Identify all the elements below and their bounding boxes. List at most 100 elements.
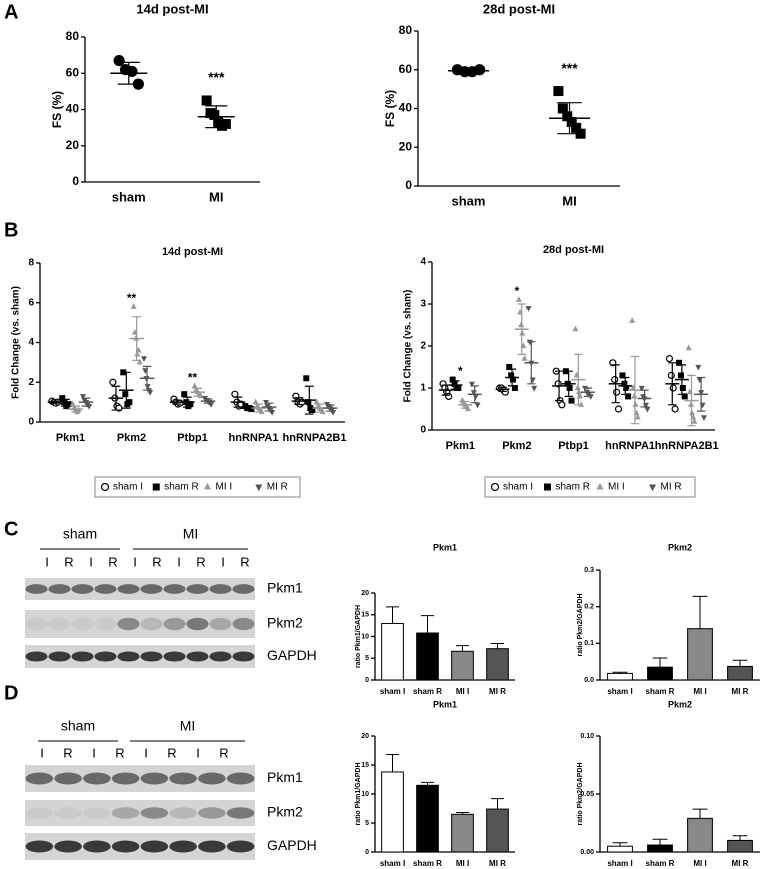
y-tick-label: 20 xyxy=(361,733,369,740)
x-tick-label: hnRNPA2B1 xyxy=(283,432,347,444)
lane-label: R xyxy=(115,745,124,760)
data-point xyxy=(566,385,573,391)
x-tick-label: Ptbp1 xyxy=(177,432,208,444)
y-tick-label: 2 xyxy=(420,341,426,352)
data-point xyxy=(309,407,316,414)
data-point xyxy=(691,418,698,424)
data-point xyxy=(619,372,626,379)
panel-label: D xyxy=(4,682,18,704)
bar xyxy=(451,813,474,853)
lane-label: I xyxy=(221,554,225,569)
data-point xyxy=(669,384,677,392)
lane-label: I xyxy=(144,745,148,760)
group-label: MI xyxy=(180,718,196,734)
y-axis-label: Fold Change (vs. sham) xyxy=(403,290,414,403)
error-bar xyxy=(557,102,582,135)
data-point xyxy=(621,380,628,387)
error-bar xyxy=(385,606,400,624)
blot-band xyxy=(186,651,209,662)
data-point xyxy=(671,405,679,413)
error-bar xyxy=(304,385,314,415)
data-point xyxy=(152,483,160,491)
error-bar xyxy=(692,595,708,629)
bar xyxy=(381,622,404,681)
y-tick-label: 0 xyxy=(365,849,369,856)
blot-band xyxy=(163,651,186,662)
error-bar xyxy=(254,403,264,413)
x-tick-label: MI I xyxy=(456,859,469,868)
bar xyxy=(647,666,673,681)
y-tick-label: 40 xyxy=(399,101,413,115)
lane-label: I xyxy=(133,554,137,569)
x-tick-label: sham I xyxy=(380,859,405,868)
y-tick-label: 0.05 xyxy=(580,791,594,798)
lane-label: I xyxy=(45,554,49,569)
blot-band xyxy=(140,584,163,594)
data-point xyxy=(568,397,575,404)
error-bar xyxy=(630,355,640,425)
chart-title: 28d post-MI xyxy=(483,1,555,16)
bar xyxy=(451,650,474,681)
blot-band xyxy=(232,617,255,631)
y-tick-label: 4 xyxy=(420,257,426,268)
y-tick-label: 0 xyxy=(420,425,426,436)
blot-band xyxy=(111,807,140,819)
blot-band xyxy=(209,651,232,662)
blot-band xyxy=(48,617,71,631)
data-point xyxy=(506,364,513,370)
data-point xyxy=(197,392,204,399)
error-bar xyxy=(455,645,470,652)
data-point xyxy=(134,350,141,357)
blot-band xyxy=(226,772,255,785)
annotation: ** xyxy=(188,370,198,384)
lane-label: R xyxy=(196,554,205,569)
error-bar xyxy=(564,370,573,397)
data-point xyxy=(181,391,188,398)
y-tick-label: 20 xyxy=(399,139,413,153)
legend-label: MI I xyxy=(608,482,625,493)
x-tick-label: sham R xyxy=(413,859,442,868)
bar xyxy=(687,628,713,681)
x-tick-label: MI I xyxy=(693,687,706,696)
bar xyxy=(416,784,439,853)
blot-band xyxy=(140,617,163,631)
bar xyxy=(381,771,404,853)
annotation: *** xyxy=(208,69,225,85)
data-point xyxy=(209,109,220,120)
blot-band xyxy=(169,840,197,853)
x-tick-label: MI R xyxy=(732,687,749,696)
blot-band xyxy=(209,617,232,631)
data-point xyxy=(531,385,538,392)
legend-label: MI I xyxy=(216,482,233,493)
blot-band xyxy=(198,840,226,853)
data-point xyxy=(544,483,551,491)
band-label: Pkm2 xyxy=(267,615,303,631)
blot-band xyxy=(198,772,226,785)
blot-band xyxy=(71,651,94,662)
error-bar xyxy=(172,399,182,405)
error-bar xyxy=(621,376,630,395)
band-label: Pkm2 xyxy=(267,804,303,820)
blot-band xyxy=(140,772,169,785)
data-point xyxy=(510,376,517,383)
x-tick-label: MI R xyxy=(489,687,506,696)
error-bar xyxy=(732,835,748,841)
blot-band xyxy=(54,840,82,853)
blot-band xyxy=(140,807,169,819)
x-tick-label: hnRNPA2B1 xyxy=(655,440,719,452)
y-axis-label: FS (%) xyxy=(383,90,397,127)
data-point xyxy=(623,385,630,391)
blot-band xyxy=(163,584,186,594)
y-tick-label: 20 xyxy=(66,138,80,152)
data-point xyxy=(665,355,674,363)
data-point xyxy=(303,375,310,382)
group-label: MI xyxy=(183,526,199,542)
data-point xyxy=(629,317,636,323)
blot-strip xyxy=(25,800,255,826)
data-point xyxy=(130,303,137,309)
x-tick-label: MI I xyxy=(456,687,469,696)
error-bar xyxy=(583,387,593,397)
blot-band xyxy=(71,617,94,631)
data-point xyxy=(578,401,585,407)
data-point xyxy=(86,404,93,410)
